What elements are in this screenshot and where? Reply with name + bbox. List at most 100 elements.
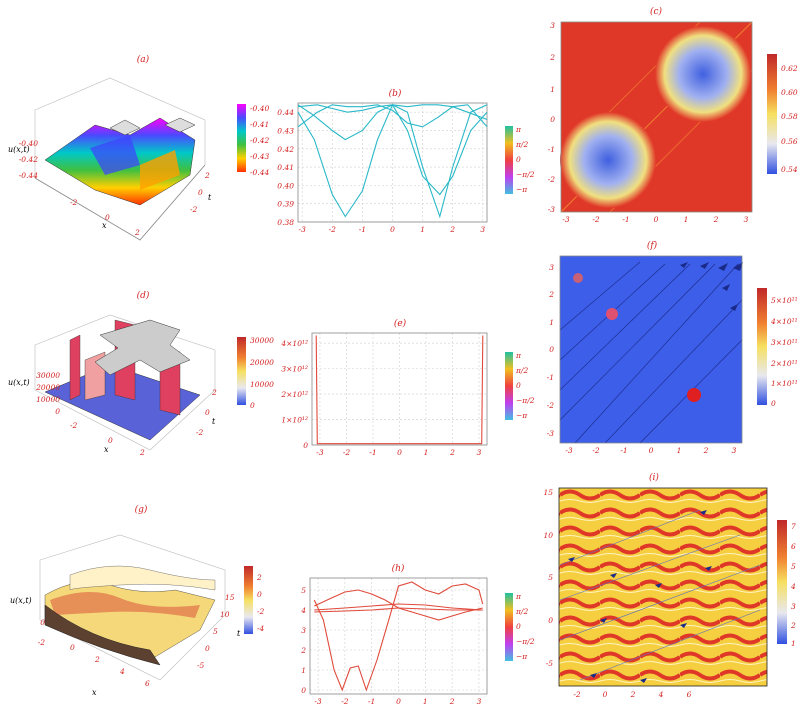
y-tick-label: 1 bbox=[301, 666, 306, 675]
panel-g-ttick: 0 bbox=[205, 644, 210, 653]
chart-b: (b) -3 -2 -1 0 1 2 3 0.38 0.39 0.40 0.41 0.42 0.43 0.4… bbox=[277, 88, 488, 234]
x-tick-label: 3 bbox=[477, 448, 482, 457]
panel-i-cbtick: 3 bbox=[791, 602, 796, 611]
panel-d-ztick: 30000 bbox=[36, 371, 60, 380]
x-tick-label: 0 bbox=[397, 448, 402, 457]
y-tick-label: 0 bbox=[303, 441, 308, 450]
svg-text:4: 4 bbox=[658, 690, 664, 699]
svg-text:-2: -2 bbox=[548, 175, 556, 184]
panel-f-spot bbox=[606, 308, 618, 320]
svg-text:3: 3 bbox=[744, 215, 749, 224]
panel-a-cbtick: -0.41 bbox=[250, 120, 269, 129]
x-tick-label: 1 bbox=[423, 697, 428, 706]
panel-f-cbtick: 5×10¹¹ bbox=[771, 296, 798, 305]
panel-g-zlabel: u(x,t) bbox=[10, 596, 32, 605]
panel-a-xtick: 2 bbox=[134, 228, 140, 237]
x-tick-label: 2 bbox=[449, 697, 455, 706]
svg-text:-3: -3 bbox=[548, 205, 556, 214]
panel-i-cbtick: 7 bbox=[791, 522, 796, 531]
panel-f-cbtick: 4×10¹¹ bbox=[770, 317, 798, 326]
panel-g-cbtick: -4 bbox=[257, 624, 265, 633]
panel-a-xtick: 0 bbox=[105, 213, 110, 222]
svg-text:-2: -2 bbox=[592, 215, 600, 224]
panel-c-cbtick: 0.58 bbox=[781, 112, 798, 121]
panel-a-box bbox=[34, 77, 206, 241]
phase-tick: π bbox=[515, 592, 522, 601]
svg-text:15: 15 bbox=[543, 488, 553, 497]
x-tick-label: 0 bbox=[390, 225, 395, 234]
svg-text:0: 0 bbox=[603, 690, 608, 699]
panel-c-spot bbox=[655, 26, 751, 122]
phase-tick: −π/2 bbox=[516, 396, 535, 405]
panel-c-label: (c) bbox=[650, 6, 663, 17]
svg-text:-3: -3 bbox=[562, 215, 570, 224]
svg-text:3: 3 bbox=[550, 21, 555, 30]
phase-tick: −π/2 bbox=[516, 637, 535, 646]
y-tick-label: 5 bbox=[301, 586, 306, 595]
svg-text:-2: -2 bbox=[547, 401, 555, 410]
panel-d-xtick: -2 bbox=[70, 421, 78, 430]
panel-g-cbtick: 0 bbox=[257, 590, 262, 599]
panel-f-arrows bbox=[680, 262, 743, 311]
panel-i-cbtick: 5 bbox=[791, 562, 796, 571]
panel-d-xlabel: x bbox=[104, 445, 109, 454]
chart-h: (h) -3 -2 -1 0 1 2 3 0 1 2 3 4 5 bbox=[300, 563, 488, 706]
chart-frame bbox=[297, 102, 488, 223]
panel-a-surface bbox=[44, 117, 196, 206]
panel-a-cbtick: -0.40 bbox=[250, 104, 269, 113]
phase-legend-b: π π/2 0 −π/2 −π bbox=[505, 125, 535, 194]
panel-f-spot bbox=[687, 388, 701, 402]
panel-f-colorbar bbox=[757, 288, 767, 405]
x-tick-label: 3 bbox=[477, 697, 482, 706]
svg-text:-3: -3 bbox=[565, 446, 573, 455]
svg-text:1: 1 bbox=[677, 446, 682, 455]
svg-text:2: 2 bbox=[713, 215, 719, 224]
chart-b-title: (b) bbox=[389, 88, 402, 99]
panel-a-ztick: -0.42 bbox=[19, 155, 38, 164]
svg-text:3: 3 bbox=[549, 263, 554, 272]
y-tick-label: 0.42 bbox=[277, 145, 294, 154]
phase-tick: −π bbox=[516, 652, 528, 661]
panel-a-tlabel: t bbox=[208, 193, 212, 202]
panel-g-ttick: -5 bbox=[197, 661, 205, 670]
y-tick-label: 0.44 bbox=[277, 108, 294, 117]
panel-d-zlabel: u(x,t) bbox=[8, 378, 30, 387]
panel-d-tlabel: t bbox=[212, 417, 216, 426]
panel-d-label: (d) bbox=[137, 290, 150, 301]
panel-a-ztick: -0.40 bbox=[19, 139, 38, 148]
y-tick-label: 0.41 bbox=[277, 163, 294, 172]
panel-g: (g) u(x,t) 0 -2 0 2 4 6 x 15 10 5 0 -5 t… bbox=[10, 504, 265, 697]
panel-a-zlabel: u(x,t) bbox=[8, 145, 30, 154]
chart-frame bbox=[309, 577, 488, 695]
panel-d-ztick: 20000 bbox=[35, 383, 60, 392]
panel-g-xtick: 0 bbox=[70, 643, 75, 652]
phase-tick: π/2 bbox=[515, 607, 528, 616]
panel-d-cbtick: 10000 bbox=[250, 380, 274, 389]
panel-i-streamlines bbox=[559, 509, 761, 681]
x-tick-label: -2 bbox=[329, 225, 337, 234]
panel-i-label: (i) bbox=[649, 472, 659, 483]
chart-frame bbox=[311, 332, 488, 446]
panel-f-cbtick: 2×10¹¹ bbox=[770, 359, 798, 368]
panel-f-cbtick: 1×10¹¹ bbox=[771, 379, 798, 388]
svg-text:0: 0 bbox=[549, 345, 554, 354]
panel-d: (d) u(x,t) 30000 20000 10000 0 -2 0 2 x … bbox=[8, 290, 274, 457]
panel-g-ztick: -2 bbox=[38, 638, 46, 647]
x-tick-label: -2 bbox=[341, 697, 349, 706]
panel-g-tlabel: t bbox=[237, 629, 241, 638]
series-line-2 bbox=[314, 603, 483, 611]
y-tick-label: 0.40 bbox=[277, 181, 294, 190]
panel-f-label: (f) bbox=[647, 240, 658, 251]
x-tick-label: 2 bbox=[449, 448, 455, 457]
y-tick-label: 4 bbox=[300, 606, 306, 615]
panel-d-ttick: 2 bbox=[211, 388, 217, 397]
panel-i-colorbar bbox=[777, 520, 787, 644]
x-tick-label: -3 bbox=[316, 448, 324, 457]
panel-a-label: (a) bbox=[137, 54, 150, 65]
panel-a-ztick: -0.44 bbox=[19, 171, 38, 180]
x-tick-label: -3 bbox=[299, 225, 307, 234]
x-tick-label: -1 bbox=[368, 697, 375, 706]
y-tick-label: 1×10¹² bbox=[281, 416, 308, 425]
panel-c-cbtick: 0.62 bbox=[781, 64, 798, 73]
